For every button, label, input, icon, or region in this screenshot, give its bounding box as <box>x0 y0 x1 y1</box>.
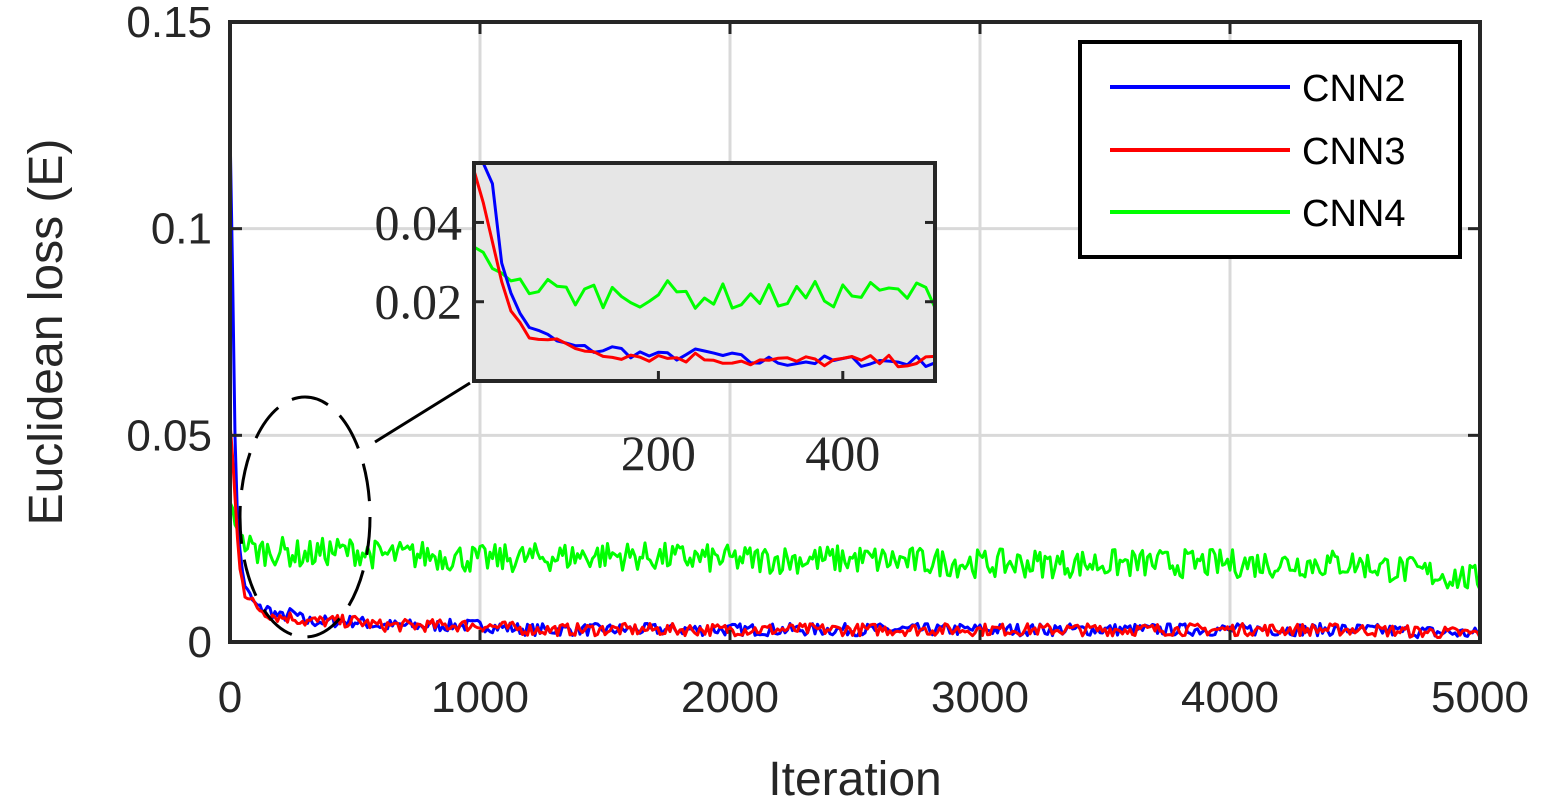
legend: CNN2 CNN3 CNN4 <box>1078 40 1462 259</box>
inset-line-cnn4 <box>473 245 937 310</box>
inset-tick-labels: 200 400 0.02 0.04 <box>375 194 881 481</box>
inset-x-tick-label: 400 <box>805 425 880 481</box>
y-axis-label: Euclidean loss (E) <box>20 139 73 526</box>
inset-y-tick-label: 0.04 <box>375 194 463 250</box>
inset-ticks <box>474 220 935 381</box>
x-tick-label: 5000 <box>1431 673 1529 722</box>
y-tick-label: 0.1 <box>151 205 212 254</box>
x-tick-label: 0 <box>218 673 242 722</box>
y-tick-labels: 0 0.05 0.1 0.15 <box>126 0 212 667</box>
x-tick-label: 2000 <box>681 673 779 722</box>
zoom-connector <box>374 381 471 444</box>
inset-frame <box>472 161 937 383</box>
inset-line-cnn2 <box>474 161 936 368</box>
zoom-ellipse <box>238 395 372 639</box>
y-tick-label: 0.15 <box>126 0 212 47</box>
main-series <box>228 127 1482 640</box>
inset-x-tick-label: 200 <box>621 425 696 481</box>
y-tick-label: 0 <box>188 618 212 667</box>
x-tick-label: 3000 <box>931 673 1029 722</box>
series-line-cnn4 <box>228 501 1482 591</box>
x-axis-label: Iteration <box>768 753 941 806</box>
legend-label-cnn4: CNN4 <box>1302 193 1405 235</box>
inset-plot: 200 400 0.02 0.04 <box>375 161 937 481</box>
legend-label-cnn2: CNN2 <box>1302 68 1405 110</box>
inset-line-cnn3 <box>472 170 936 369</box>
legend-label-cnn3: CNN3 <box>1302 131 1405 173</box>
series-line-cnn2 <box>228 127 1482 640</box>
inset-y-tick-label: 0.02 <box>375 274 463 330</box>
axis-ticks <box>228 20 1482 644</box>
inset-background <box>474 163 935 381</box>
x-tick-labels: 0 1000 2000 3000 4000 5000 <box>218 673 1529 722</box>
y-tick-label: 0.05 <box>126 411 212 460</box>
x-tick-label: 1000 <box>431 673 529 722</box>
plot-frame <box>228 20 1482 644</box>
inset-series <box>472 161 937 369</box>
x-tick-label: 4000 <box>1181 673 1279 722</box>
series-line-cnn3 <box>228 422 1482 639</box>
